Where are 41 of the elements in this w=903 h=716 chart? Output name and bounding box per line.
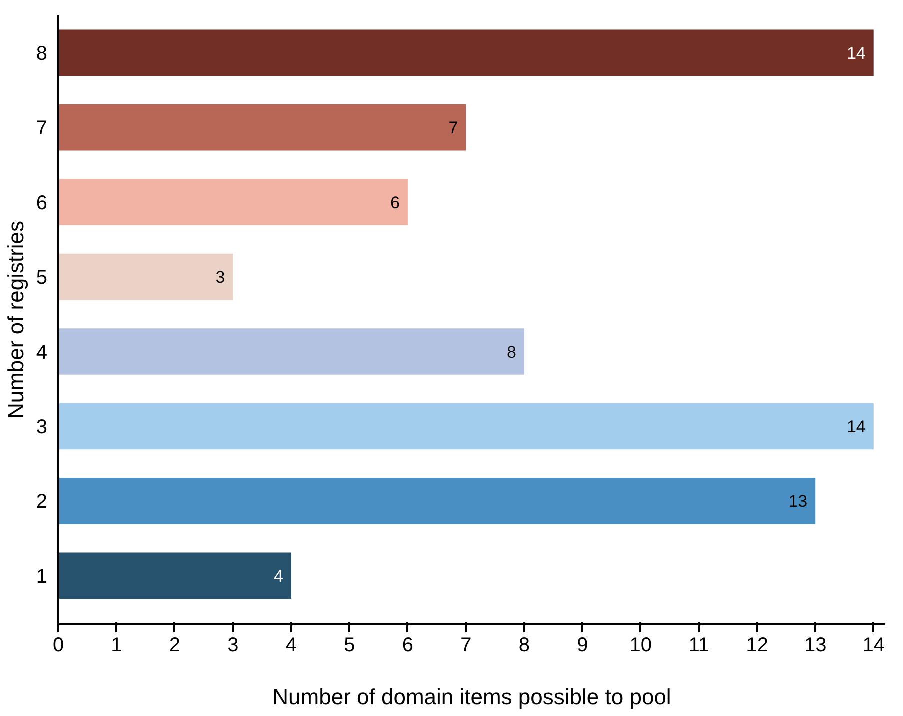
data-label: 4	[274, 566, 284, 586]
bar	[58, 254, 234, 300]
y-tick-label: 5	[36, 267, 48, 290]
y-tick-label: 7	[36, 118, 48, 140]
x-tick-label: 2	[169, 634, 181, 656]
data-label: 14	[846, 417, 866, 436]
x-tick-label: 4	[286, 634, 298, 656]
x-tick-label: 10	[630, 634, 652, 656]
bar	[58, 328, 524, 375]
y-axis-title: Number of registries	[3, 220, 28, 420]
x-tick-label: 13	[804, 634, 827, 656]
bar	[58, 179, 408, 226]
data-label: 14	[846, 44, 866, 63]
x-tick-label: 6	[402, 634, 414, 656]
data-label: 13	[788, 492, 808, 512]
x-tick-label: 8	[518, 634, 530, 656]
data-label: 7	[448, 118, 458, 138]
y-tick-label: 1	[36, 566, 48, 588]
x-tick-label: 0	[52, 634, 64, 656]
x-tick-label: 12	[746, 634, 768, 656]
x-tick-label: 11	[688, 634, 710, 656]
x-axis-title: Number of domain items possible to pool	[272, 684, 672, 710]
x-tick-label: 1	[111, 634, 122, 656]
x-tick-label: 3	[228, 634, 239, 656]
y-tick-label: 3	[36, 416, 48, 438]
bar	[58, 552, 292, 600]
bar	[58, 403, 874, 450]
y-tick-label: 2	[36, 491, 48, 514]
x-tick-label: 9	[577, 634, 588, 656]
bar	[58, 30, 874, 76]
y-tick-label: 4	[36, 342, 48, 364]
y-tick-label: 6	[36, 192, 48, 214]
x-tick-label: 14	[862, 634, 885, 656]
bar	[58, 104, 466, 151]
x-tick-label: 7	[460, 634, 472, 656]
bar	[58, 478, 816, 524]
data-label: 8	[506, 342, 516, 362]
data-label: 6	[390, 193, 400, 212]
data-label: 3	[216, 268, 226, 288]
y-tick-label: 8	[36, 42, 48, 65]
x-tick-label: 5	[344, 634, 356, 656]
